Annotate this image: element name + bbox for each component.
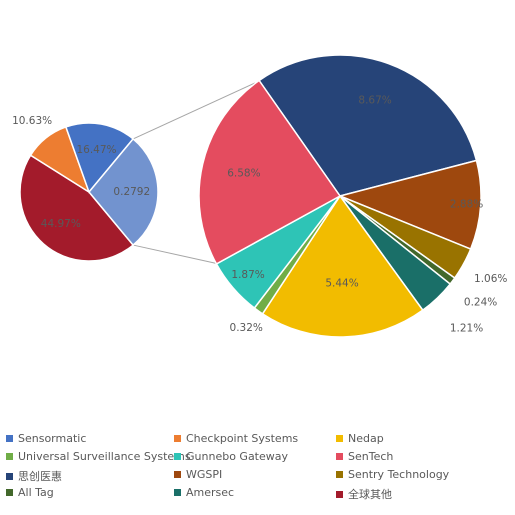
legend-item-amersec: Amersec <box>174 486 234 499</box>
legend-swatch <box>336 471 343 478</box>
secondary-data-label-gunnebo-gateway: 1.87% <box>231 269 264 281</box>
legend-label: Sentry Technology <box>348 468 450 481</box>
main-pie <box>19 122 159 262</box>
legend-swatch <box>6 489 13 496</box>
legend-label: 全球其他 <box>348 488 392 501</box>
legend-label: All Tag <box>18 486 54 499</box>
secondary-data-label-nedap: 5.44% <box>325 277 358 289</box>
legend-item-sensormatic: Sensormatic <box>6 432 86 445</box>
main-data-label-other-aggregated: 0.2792 <box>113 186 150 198</box>
legend-label: SenTech <box>348 450 394 463</box>
legend-label: Checkpoint Systems <box>186 432 299 445</box>
legend-item-item-11: 全球其他 <box>336 486 392 502</box>
legend-swatch <box>174 435 181 442</box>
main-data-label-sensormatic: 16.47% <box>76 144 116 156</box>
legend-swatch <box>336 490 343 498</box>
legend-swatch <box>174 471 181 478</box>
secondary-data-label-amersec: 1.21% <box>450 323 483 335</box>
secondary-data-label-item-0: 8.67% <box>358 95 391 107</box>
legend-item-nedap: Nedap <box>336 432 384 445</box>
legend-label: 思创医惠 <box>18 470 62 483</box>
legend-swatch <box>336 453 343 460</box>
secondary-slice-wgspi <box>337 159 482 250</box>
secondary-slice-nedap <box>261 194 424 338</box>
legend-label: Universal Surveillance Systems <box>18 450 191 463</box>
main-data-label-checkpoint-systems: 10.63% <box>12 115 52 127</box>
secondary-data-label-all-tag: 0.24% <box>464 296 497 308</box>
legend-label: WGSPI <box>186 468 223 481</box>
secondary-data-label-sentry-technology: 1.06% <box>474 273 507 285</box>
pie-of-pie-chart: 44.97% 10.63% 16.47% 0.2792 8.67% 2.88% 1.06% 0… <box>12 54 507 338</box>
main-slice-item-0 <box>19 154 135 262</box>
legend-swatch <box>6 472 13 480</box>
legend-item-checkpoint-systems: Checkpoint Systems <box>174 432 298 445</box>
connector-line-top <box>132 82 256 140</box>
legend-swatch <box>6 435 13 442</box>
secondary-data-label-wgspi: 2.88% <box>450 198 483 210</box>
legend-swatch <box>174 453 181 460</box>
legend-label: Nedap <box>348 432 384 445</box>
connector-line-bottom <box>133 244 229 267</box>
legend-label: Gunnebo Gateway <box>186 450 289 463</box>
legend-swatch <box>6 453 13 460</box>
secondary-pie <box>198 54 482 338</box>
legend-label: Sensormatic <box>18 432 87 445</box>
data-labels: 44.97% 10.63% 16.47% 0.2792 8.67% 2.88% 1.06% 0… <box>12 95 507 335</box>
legend-item-all-tag: All Tag <box>6 486 54 499</box>
legend-item-gunnebo-gateway: Gunnebo Gateway <box>174 450 288 463</box>
legend-item-sentech: SenTech <box>336 450 393 463</box>
legend-item-wgspi: WGSPI <box>174 468 222 481</box>
legend-item-item-6: 思创医惠 <box>6 468 62 484</box>
main-slice-other-aggregated <box>88 137 159 247</box>
legend-label: Amersec <box>186 486 235 499</box>
secondary-slice-sentech <box>198 79 342 265</box>
legend-item-sentry-technology: Sentry Technology <box>336 468 449 481</box>
secondary-slice-item-0 <box>258 54 478 197</box>
legend-swatch <box>174 489 181 496</box>
main-slice-sensormatic <box>64 122 135 194</box>
legend-swatch <box>336 435 343 442</box>
legend-item-universal-surveillance-systems: Universal Surveillance Systems <box>6 450 191 463</box>
secondary-data-label-sentech: 6.58% <box>227 168 260 180</box>
main-data-label-item-0: 44.97% <box>41 218 81 230</box>
secondary-data-label-universal-surveillance-systems: 0.32% <box>230 322 263 334</box>
